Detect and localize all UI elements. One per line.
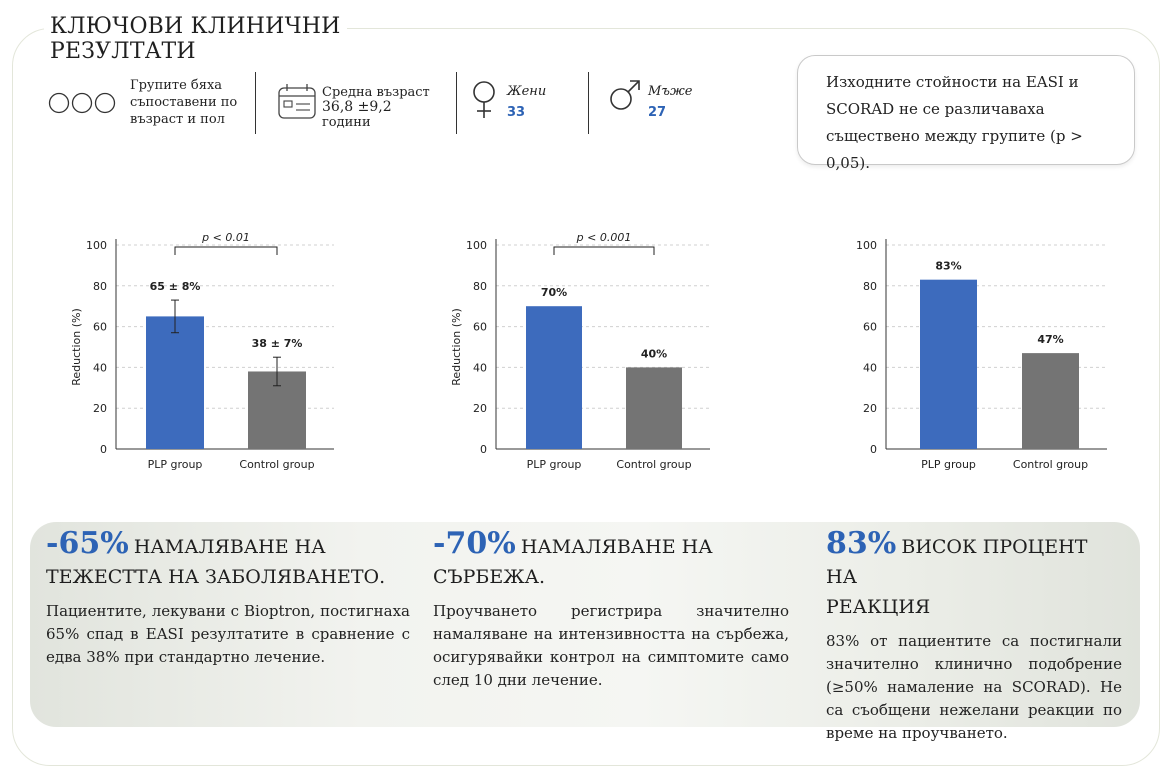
results-band: [30, 522, 1140, 727]
data-label: 65 ± 8%: [150, 280, 201, 293]
matched-line-3: възраст и пол: [130, 112, 225, 127]
y-tick-label: 0: [100, 443, 107, 456]
y-axis-label: Reduction (%): [70, 308, 83, 386]
data-label: 83%: [935, 260, 961, 273]
x-tick-label: PLP group: [921, 458, 976, 471]
y-tick-label: 80: [473, 280, 487, 293]
divider: [456, 72, 457, 134]
result-heading-line-2: СЪРБЕЖА.: [433, 566, 546, 588]
data-label: 47%: [1037, 333, 1063, 346]
y-tick-label: 60: [93, 321, 107, 334]
y-tick-label: 0: [480, 443, 487, 456]
y-tick-label: 20: [863, 402, 877, 415]
data-label: 40%: [641, 347, 667, 360]
page-title: КЛЮЧОВИ КЛИНИЧНИ РЕЗУЛТАТИ: [44, 14, 347, 64]
page-title-line-2: РЕЗУЛТАТИ: [50, 39, 196, 64]
y-tick-label: 100: [856, 239, 877, 252]
men-count: 27: [648, 105, 667, 120]
result-heading-line-1: ВИСОК ПРОЦЕНТ НА: [826, 536, 1088, 588]
significance-bracket: [553, 246, 655, 255]
female-symbol-icon: [473, 81, 495, 118]
x-tick-label: PLP group: [148, 458, 203, 471]
result-big-number: 83%: [826, 526, 897, 561]
result-column-itch: -70% НАМАЛЯВАНЕ НА СЪРБЕЖА. Проучването …: [433, 526, 789, 692]
significance-bracket: [174, 246, 278, 255]
y-tick-label: 60: [863, 321, 877, 334]
easi-chart: 0 20 40 60 80 100 Reduction (%) 65 ± 8% PLP grou…: [70, 231, 334, 471]
y-tick-label: 40: [863, 361, 877, 374]
women-count: 33: [507, 105, 526, 120]
result-column-response: 83% ВИСОК ПРОЦЕНТ НА РЕАКЦИЯ 83% от паци…: [826, 526, 1122, 745]
y-tick-label: 40: [473, 361, 487, 374]
baseline-note-line-4: 0,05).: [826, 154, 871, 172]
x-tick-label: Control group: [616, 458, 691, 471]
response-chart: 0 20 40 60 80 100 83% PLP group 47% Control group: [856, 239, 1107, 471]
bar-plp-group: [146, 316, 204, 449]
page-title-line-1: КЛЮЧОВИ КЛИНИЧНИ: [50, 14, 341, 39]
result-big-number: -65%: [46, 526, 129, 561]
male-symbol-icon: [610, 80, 640, 110]
divider: [255, 72, 256, 134]
y-tick-label: 100: [86, 239, 107, 252]
result-heading-line-1: НАМАЛЯВАНЕ НА: [133, 536, 326, 558]
y-tick-label: 20: [93, 402, 107, 415]
age-label: Средна възраст: [322, 85, 430, 100]
y-axis-label: Reduction (%): [450, 308, 463, 386]
y-tick-label: 0: [870, 443, 877, 456]
result-description: Проучването регистрира значително намаля…: [433, 602, 789, 689]
result-heading-line-2: ТЕЖЕСТТА НА ЗАБОЛЯВАНЕТО.: [46, 566, 386, 588]
matched-line-2: съпоставени по: [130, 95, 238, 110]
y-tick-label: 80: [93, 280, 107, 293]
itch-chart: 0 20 40 60 80 100 Reduction (%) 70% PLP group 40%…: [450, 231, 710, 471]
content-frame: [12, 28, 1160, 766]
result-heading-line-1: НАМАЛЯВАНЕ НА: [520, 536, 713, 558]
x-tick-label: PLP group: [527, 458, 582, 471]
x-tick-label: Control group: [239, 458, 314, 471]
data-label: 70%: [541, 286, 567, 299]
significance-label: p < 0.001: [576, 231, 632, 244]
y-tick-label: 40: [93, 361, 107, 374]
matched-line-1: Групите бяха: [130, 78, 223, 93]
baseline-note-line-3: съществено между групите (p >: [826, 127, 1083, 145]
x-tick-label: Control group: [1013, 458, 1088, 471]
bar-plp-group: [526, 306, 582, 449]
bar-plp-group: [920, 279, 977, 449]
calendar-icon: [278, 84, 316, 119]
baseline-note: Изходните стойности на EASI и SCORAD не …: [797, 55, 1135, 172]
y-tick-label: 80: [863, 280, 877, 293]
women-label: Жени: [507, 84, 547, 99]
result-column-easi: -65% НАМАЛЯВАНЕ НА ТЕЖЕСТТА НА ЗАБОЛЯВАН…: [46, 526, 410, 669]
three-circles-icon: [48, 92, 116, 114]
y-tick-label: 60: [473, 321, 487, 334]
result-description: Пациентите, лекувани с Bioptron, постигн…: [46, 602, 410, 666]
y-tick-label: 100: [466, 239, 487, 252]
bar-control-group: [1022, 353, 1079, 449]
data-label: 38 ± 7%: [252, 337, 303, 350]
baseline-note-line-1: Изходните стойности на EASI и: [826, 73, 1079, 91]
age-value: 36,8 ±9,2: [322, 99, 392, 115]
y-tick-label: 20: [473, 402, 487, 415]
age-unit: години: [322, 115, 371, 130]
divider: [588, 72, 589, 134]
bar-control-group: [626, 367, 682, 449]
baseline-note-line-2: SCORAD не се различаваха: [826, 100, 1045, 118]
result-heading-line-2: РЕАКЦИЯ: [826, 596, 931, 618]
result-big-number: -70%: [433, 526, 516, 561]
men-label: Мъже: [648, 84, 693, 99]
significance-label: p < 0.01: [201, 231, 250, 244]
result-description: 83% от пациентите са постигнали значител…: [826, 632, 1122, 742]
